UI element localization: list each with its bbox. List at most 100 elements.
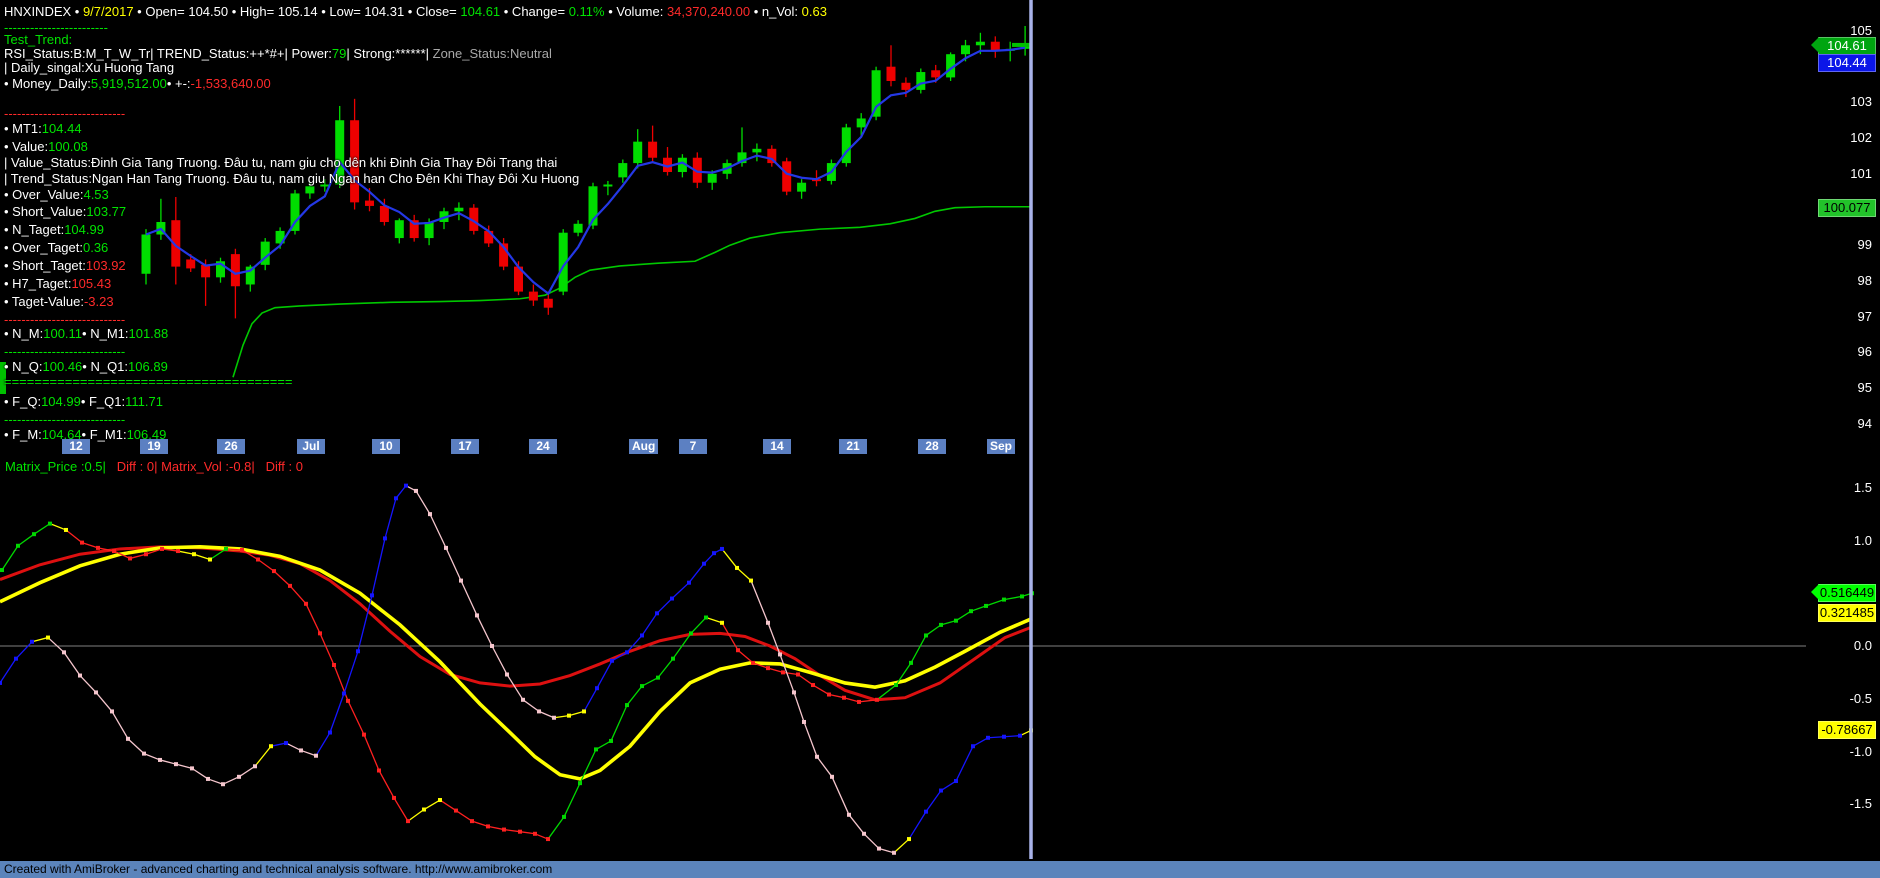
- matrix-vol-line-marker: [537, 709, 541, 714]
- matrix-vol-line-segment: [848, 814, 865, 835]
- price-tick-94: 94: [1857, 415, 1872, 431]
- matrix-vol-line-segment: [568, 710, 585, 717]
- candle-body: [186, 259, 196, 269]
- matrix-price-line-segment: [657, 658, 674, 679]
- price-tick-96: 96: [1857, 344, 1872, 360]
- matrix-vol-line-marker: [110, 709, 114, 714]
- matrix-vol-line-marker: [939, 788, 943, 793]
- overlay-line: • F_Q:104.99• F_Q1:111.71: [4, 394, 163, 409]
- matrix-price-line-segment: [705, 616, 723, 624]
- matrix-price-line-marker: [827, 692, 831, 697]
- candle-body: [469, 207, 479, 231]
- candle-body: [886, 66, 896, 81]
- ma-price-badge: 104.44: [1818, 53, 1876, 72]
- matrix-vol-line-marker: [404, 483, 408, 488]
- candle-body: [990, 41, 1000, 51]
- price-tick-101: 101: [1850, 165, 1872, 181]
- x-axis-label-26: 26: [217, 439, 245, 454]
- matrix-vol-line-marker: [221, 782, 225, 787]
- overlay-line: • Short_Value:103.77: [4, 204, 126, 219]
- candle-body: [692, 157, 702, 183]
- matrix-price-line-segment: [547, 816, 565, 840]
- matrix-vol-line-marker: [815, 754, 819, 759]
- overlay-line: • MT1:104.44: [4, 121, 82, 136]
- matrix-price-line-marker: [0, 568, 4, 573]
- matrix-price-line-segment: [65, 529, 83, 544]
- matrix-price-line-segment: [534, 833, 549, 840]
- overlay-line: | Value_Status:Đinh Gia Tang Truong. Đâu…: [4, 155, 557, 170]
- matrix-price-line-marker: [176, 549, 180, 554]
- overlay-text-segment: 106.49: [126, 427, 167, 442]
- matrix-price-line-marker: [875, 697, 879, 702]
- matrix-price-line-segment: [333, 664, 349, 702]
- matrix-vol-line-segment: [925, 790, 942, 813]
- candle-body: [603, 184, 613, 187]
- price-tick-97: 97: [1857, 308, 1872, 324]
- matrix-price-line-marker: [272, 569, 276, 574]
- matrix-vol-line-marker: [94, 690, 98, 695]
- matrix-price-line-segment: [985, 598, 1005, 607]
- matrix-vol-line-marker: [206, 776, 210, 781]
- overlay-text-segment: 104.44: [41, 121, 82, 136]
- matrix-vol-line-segment: [0, 658, 17, 684]
- matrix-price-line-segment: [257, 558, 275, 572]
- matrix-price-line-segment: [858, 699, 878, 703]
- matrix-price-line-segment: [113, 550, 131, 560]
- matrix-price-line-marker: [518, 829, 522, 834]
- overlay-line: ----------------------------: [4, 412, 125, 427]
- matrix-price-line-segment: [955, 610, 972, 622]
- value-price-badge: 100.077: [1818, 198, 1876, 217]
- matrix-price-line-segment: [970, 605, 987, 612]
- overlay-text-segment: 100.08: [48, 139, 88, 154]
- x-axis-label-17: 17: [451, 439, 479, 454]
- overlay-text-segment: • N_Taget:: [4, 222, 65, 237]
- matrix-price-line-marker: [625, 703, 629, 708]
- matrix-vol-line-segment: [143, 753, 161, 761]
- matrix-vol-line-marker: [158, 757, 162, 762]
- matrix-price-line-segment: [17, 533, 35, 547]
- x-axis-label-28: 28: [918, 439, 946, 454]
- matrix-price-line-marker: [562, 814, 566, 819]
- matrix-vol-line-segment: [908, 811, 927, 840]
- matrix-vol-line-segment: [596, 660, 613, 689]
- candle-body: [543, 298, 553, 308]
- matrix-price-line-marker: [48, 521, 52, 526]
- matrix-price-line-segment: [672, 632, 692, 660]
- overlay-text-segment: • F_Q:: [4, 394, 42, 409]
- candle-body: [201, 264, 211, 278]
- matrix-price-line-segment: [407, 808, 425, 822]
- matrix-price-line-marker: [438, 798, 442, 803]
- candle-body: [633, 141, 643, 164]
- matrix-price-line-marker: [533, 831, 537, 836]
- matrix-vol-line-segment: [460, 580, 478, 616]
- overlay-text-segment: • Change=: [500, 4, 569, 19]
- candle-body: [290, 193, 300, 231]
- matrix-title-segment: Diff : 0|: [105, 459, 162, 474]
- matrix-vol-line-segment: [111, 711, 129, 740]
- overlay-text-segment: 0.63: [801, 4, 827, 19]
- matrix-price-line-segment: [876, 684, 897, 701]
- matrix-vol-line-segment: [207, 778, 224, 785]
- osc-tick--0.5: -0.5: [1849, 690, 1872, 706]
- overlay-text-segment: Test_Trend:: [4, 32, 73, 47]
- candle-body: [961, 45, 970, 55]
- matrix-price-line-segment: [439, 799, 457, 812]
- matrix-price-line-segment: [690, 617, 707, 634]
- matrix-price-line-marker: [894, 683, 898, 688]
- matrix-price-line-marker: [656, 675, 660, 680]
- matrix-vol-line-marker: [877, 846, 881, 851]
- x-axis-label-7: 7: [679, 439, 707, 454]
- candle-body: [558, 232, 568, 292]
- matrix-vol-line-marker: [284, 741, 288, 746]
- matrix-price-line-marker: [318, 631, 322, 636]
- matrix-price-line-segment: [828, 693, 845, 699]
- price-tick-105: 105: [1850, 23, 1872, 38]
- overlay-line: • N_M:100.11• N_M1:101.88: [4, 326, 168, 341]
- matrix-price-line-marker: [64, 527, 68, 532]
- matrix-price-line-marker: [422, 807, 426, 812]
- status-bar-text: Created with AmiBroker - advanced charti…: [4, 862, 553, 876]
- matrix-vol-line-segment: [343, 651, 359, 694]
- matrix-price-line-marker: [377, 768, 381, 773]
- overlay-text-segment: • H7_Taget:: [4, 276, 72, 291]
